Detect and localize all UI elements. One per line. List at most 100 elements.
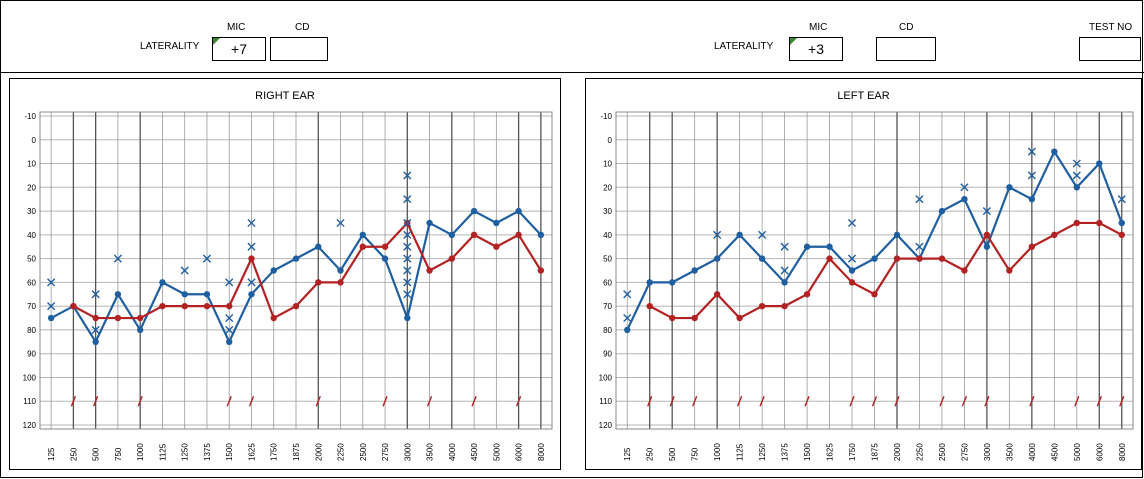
red-data-point [315, 279, 322, 286]
x-marker [225, 313, 234, 323]
blue-data-point [1096, 160, 1103, 167]
x-tick-label: 125 [623, 447, 632, 461]
red-data-point [961, 267, 968, 274]
x-marker [1117, 195, 1126, 204]
no-response-marker [804, 395, 810, 407]
blue-data-point [803, 243, 811, 250]
no-response-marker [849, 395, 855, 407]
x-marker [403, 242, 412, 251]
x-tick-label: 1625 [247, 443, 256, 461]
red-data-point [381, 243, 389, 250]
x-tick-label: 1125 [158, 443, 167, 461]
y-tick-label: 0 [608, 136, 613, 145]
left-mic-field[interactable]: +3 [789, 37, 843, 61]
x-marker [780, 266, 789, 275]
blue-data-point [736, 231, 743, 239]
blue-data-point [248, 291, 255, 298]
no-response-marker [315, 395, 321, 407]
test-no-field[interactable] [1079, 37, 1141, 61]
no-response-marker [137, 395, 143, 407]
x-tick-label: 1375 [781, 443, 790, 461]
x-marker [47, 302, 56, 311]
red-data-point [646, 302, 653, 310]
red-data-point [938, 255, 946, 262]
x-marker [403, 290, 412, 299]
x-tick-label: 4000 [448, 443, 457, 461]
x-tick-label: 5000 [1073, 443, 1082, 461]
x-marker [1072, 159, 1081, 168]
y-tick-label: 50 [27, 255, 36, 264]
x-marker [247, 278, 256, 287]
y-tick-label: 120 [23, 421, 37, 430]
y-tick-label: 40 [603, 231, 612, 240]
right-mic-value: +7 [231, 41, 247, 57]
x-marker [847, 218, 857, 228]
y-tick-label: 30 [27, 207, 36, 216]
no-response-marker [93, 395, 99, 407]
blue-data-point [203, 291, 211, 298]
y-tick-label: -10 [600, 112, 612, 121]
blue-data-point [624, 326, 631, 334]
left-cd-label: CD [899, 22, 914, 33]
blue-data-point [961, 195, 968, 203]
x-tick-label: 2000 [893, 443, 902, 461]
x-tick-label: 250 [69, 447, 78, 461]
red-data-point [181, 302, 188, 310]
x-marker [113, 254, 123, 263]
x-tick-label: 125 [47, 447, 56, 461]
red-data-point [1118, 231, 1125, 239]
x-tick-label: 250 [646, 447, 655, 461]
right-mic-field[interactable]: +7 [212, 37, 266, 61]
x-marker [403, 278, 412, 287]
red-data-point [848, 279, 856, 286]
blue-data-point [713, 255, 721, 262]
red-data-point [448, 255, 456, 262]
y-tick-label: 90 [603, 350, 612, 359]
blue-data-point [893, 231, 901, 239]
blue-data-point [315, 243, 322, 250]
y-tick-label: 110 [599, 397, 612, 406]
red-data-point [426, 267, 433, 274]
blue-data-point [226, 338, 233, 346]
blue-data-point [515, 207, 522, 215]
blue-data-point [136, 326, 144, 334]
blue-data-point [1051, 148, 1058, 155]
x-tick-label: 1375 [203, 443, 212, 461]
red-data-point [1028, 243, 1036, 250]
header-divider [0, 72, 1144, 73]
left-ear-panel: LEFT EAR -10 0 10 20 30 40 50 60 70 80 90 100 110 120 1… [585, 78, 1142, 470]
left-cd-field[interactable] [876, 37, 936, 61]
red-data-point [916, 255, 923, 262]
test-no-label: TEST NO [1089, 22, 1133, 33]
red-data-point [248, 255, 255, 262]
no-response-marker [939, 395, 945, 407]
y-tick-label: 110 [23, 397, 36, 406]
y-tick-label: 30 [603, 207, 612, 216]
y-tick-label: 100 [599, 373, 613, 382]
blue-data-point [1006, 184, 1013, 191]
y-tick-label: 60 [27, 278, 36, 287]
x-tick-label: 2000 [314, 443, 323, 461]
red-data-point [159, 302, 166, 310]
blue-data-point [826, 243, 833, 250]
x-marker [202, 254, 212, 263]
red-data-point [826, 255, 833, 262]
no-response-marker [1096, 395, 1102, 407]
x-tick-label: 2750 [960, 443, 969, 461]
x-tick-label: 750 [691, 447, 700, 461]
blue-data-point [938, 207, 946, 215]
red-data-point [1006, 267, 1013, 274]
red-data-point [337, 279, 344, 286]
red-data-point [691, 314, 698, 322]
right-cd-field[interactable] [270, 37, 328, 61]
right-ear-audiogram: RIGHT EAR -10 0 10 20 30 40 50 60 70 80 90 100 110 120… [23, 90, 553, 461]
x-marker [336, 218, 345, 228]
red-data-point [203, 302, 211, 310]
y-tick-label: 40 [27, 231, 36, 240]
no-response-marker [871, 395, 878, 407]
y-tick-label: 50 [603, 255, 612, 264]
blue-data-point [983, 243, 991, 250]
y-tick-label: 10 [27, 160, 36, 169]
x-tick-label: 500 [668, 447, 677, 461]
